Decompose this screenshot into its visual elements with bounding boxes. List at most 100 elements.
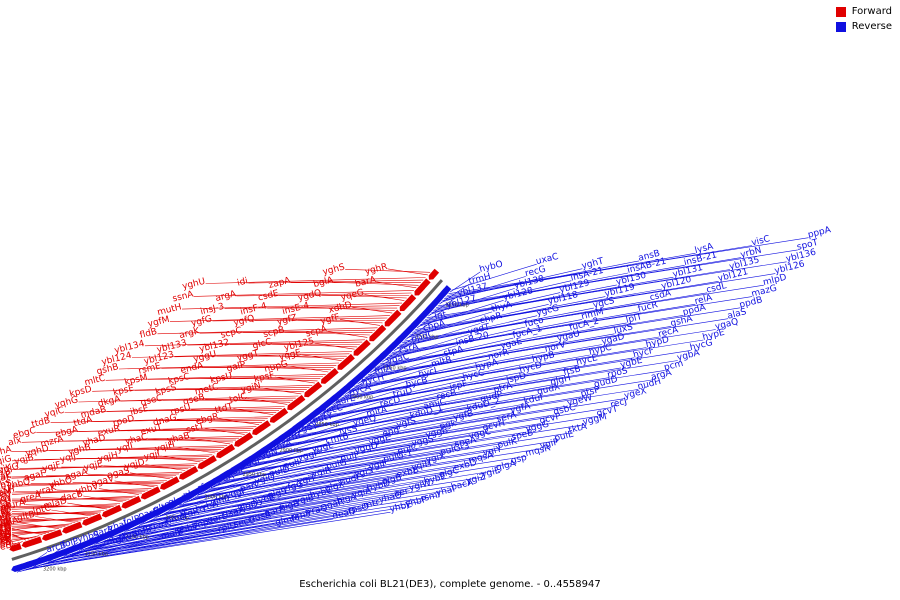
forward-feature-arrow: [205, 455, 217, 465]
map-caption: Escherichia coli BL21(DE3), complete gen…: [299, 579, 601, 590]
reverse-gene-label: mtr: [363, 498, 381, 512]
forward-gene-label: insJ-3: [199, 302, 225, 318]
reverse-gene-label: lgt: [434, 310, 448, 323]
reverse-gene-label: gsp: [510, 453, 528, 467]
genome-backbone: 3200 kbp 3150 kbp 3100 kbp 3050 kbp 3000 kbp…: [11, 279, 469, 572]
reverse-gene-label: glgB: [381, 473, 403, 488]
leader-line: [219, 438, 470, 484]
forward-gene-label: yqjD: [124, 458, 146, 473]
forward-gene-label: glcC: [252, 337, 273, 351]
reverse-gene-label: surE: [335, 393, 357, 408]
forward-gene-label: argK: [178, 326, 202, 341]
feature-arrows: [9, 268, 452, 573]
forward-gene-label: idi: [236, 276, 249, 288]
scale-tick-label: 3150 kbp: [85, 551, 109, 557]
reverse-gene-label: ygiQ: [254, 472, 276, 487]
leader-line: [120, 397, 296, 402]
leader-line: [76, 495, 437, 553]
leader-line: [121, 477, 483, 534]
forward-feature-arrow: [109, 504, 122, 514]
leader-line: [323, 379, 464, 413]
forward-feature-arrow: [359, 339, 371, 351]
leader-line: [180, 448, 541, 506]
forward-feature-arrow: [420, 278, 431, 290]
forward-feature-arrow: [294, 394, 306, 406]
forward-gene-label: ygdQ: [297, 288, 323, 303]
reverse-gene-label: ftsB: [563, 364, 582, 378]
backbone-arc: [11, 279, 444, 561]
reverse-gene-label: recC: [322, 403, 344, 418]
leader-line: [264, 398, 625, 455]
reverse-gene-label: plsC: [182, 487, 203, 501]
forward-gene-label: ttdT: [214, 402, 235, 416]
leader-line: [330, 350, 691, 407]
leader-line: [45, 506, 407, 564]
leader-line: [11, 488, 152, 495]
leader-line: [50, 416, 271, 423]
reverse-gene-label: yqiH: [410, 459, 432, 474]
legend-label-reverse: Reverse: [851, 21, 892, 32]
leader-line: [285, 401, 482, 441]
reverse-gene-label: kdul: [523, 393, 544, 407]
leader-line: [251, 407, 612, 464]
leader-line: [175, 446, 216, 454]
reverse-gene-label: relA: [694, 293, 714, 307]
reverse-swatch: [835, 21, 846, 32]
reverse-gene-label: serA: [496, 410, 519, 425]
reverse-gene-label: higA: [336, 492, 359, 507]
forward-gene-label: yqiI: [116, 441, 134, 455]
forward-gene-label: lptC: [32, 503, 52, 517]
leader-line: [11, 518, 85, 522]
leader-line: [11, 480, 167, 487]
leader-line: [224, 305, 400, 309]
leader-line: [151, 463, 512, 520]
forward-gene-label: kpsF: [253, 370, 276, 385]
leader-line: [134, 387, 310, 391]
forward-gene-label: ibsE: [129, 404, 150, 418]
leader-line: [106, 408, 282, 412]
leader-line: [35, 516, 76, 523]
reverse-gene-label: uxaC: [535, 252, 560, 267]
reverse-gene-label: yhaI: [435, 484, 456, 498]
reverse-gene-label: ygiT: [296, 473, 317, 487]
forward-feature-arrow: [70, 521, 83, 531]
reverse-gene-label: ygiB: [294, 493, 316, 507]
reverse-gene-label: ygiY: [482, 444, 503, 458]
leader-line: [272, 411, 468, 450]
leader-line: [178, 455, 484, 507]
reverse-gene-label: rpsO: [347, 502, 370, 517]
reverse-gene-label: folP: [61, 537, 80, 551]
leader-line: [11, 542, 20, 546]
reverse-gene-label: rsmI: [420, 490, 442, 504]
forward-gene-label: yqeG: [340, 288, 365, 303]
forward-gene-label: scpC: [220, 326, 243, 341]
reverse-gene-label: yqiA: [351, 486, 373, 501]
scale-tick-label: 2800 kbp: [350, 395, 374, 401]
reverse-gene-label: glgX: [324, 480, 346, 495]
reverse-gene-label: thyA: [490, 300, 513, 315]
leader-line: [181, 302, 403, 310]
leader-line: [157, 327, 378, 335]
reverse-gene-label: ygiX: [425, 451, 447, 465]
reverse-gene-label: parE: [137, 507, 160, 522]
leader-line: [11, 530, 53, 535]
reverse-gene-label: pulK: [496, 436, 519, 451]
forward-gene-label: yqiC: [44, 406, 66, 420]
forward-feature-arrow: [343, 353, 355, 365]
reverse-gene-label: fucR: [637, 300, 659, 315]
reverse-gene-label: truD: [392, 386, 414, 401]
forward-feature-arrow: [327, 367, 339, 379]
reverse-gene-label: luxS: [613, 322, 634, 336]
legend: Forward Reverse: [835, 6, 892, 36]
reverse-gene-label: glgS: [267, 487, 289, 502]
forward-feature-arrow: [223, 443, 236, 454]
reverse-gene-label: glgP: [167, 494, 189, 509]
leader-line: [147, 376, 324, 380]
scale-tick-label: 2850 kbp: [315, 422, 339, 428]
leader-line: [428, 295, 459, 317]
leader-line: [387, 268, 428, 276]
forward-gene-label: yqjH: [97, 450, 119, 465]
reverse-gene-label: ygiE: [480, 466, 501, 480]
leader-line: [291, 379, 652, 437]
